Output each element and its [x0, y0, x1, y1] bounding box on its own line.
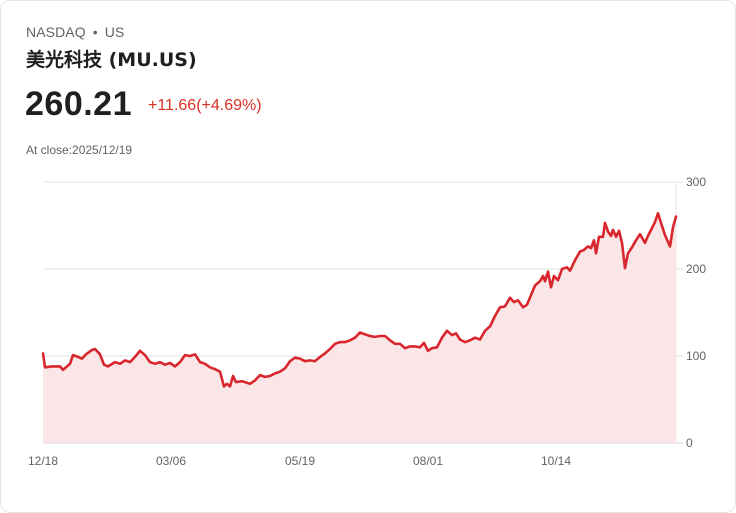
close-timestamp: At close:2025/12/19	[26, 143, 133, 157]
y-tick-label: 0	[686, 436, 693, 450]
exchange-line: NASDAQ • US	[26, 24, 124, 40]
y-tick-label: 200	[686, 262, 706, 276]
stock-title: 美光科技 (MU.US)	[26, 49, 197, 71]
x-tick-label: 08/01	[413, 454, 443, 468]
market-name: US	[104, 24, 125, 40]
price-line[interactable]	[41, 212, 678, 388]
x-tick-label: 12/18	[28, 454, 58, 468]
exchange-name: NASDAQ	[26, 24, 86, 40]
price-area-fill	[43, 213, 676, 443]
price-change: +11.66(+4.69%)	[148, 97, 262, 114]
x-tick-label: 05/19	[285, 454, 315, 468]
current-price: 260.21	[25, 85, 132, 123]
separator-dot: •	[92, 24, 98, 40]
y-axis: 0 100 200 300	[686, 175, 706, 450]
x-tick-label: 10/14	[541, 454, 571, 468]
y-tick-label: 300	[686, 175, 706, 189]
x-tick-label: 03/06	[156, 454, 186, 468]
x-axis: 12/18 03/06 05/19 08/01 10/14	[28, 454, 571, 468]
y-tick-label: 100	[686, 349, 706, 363]
